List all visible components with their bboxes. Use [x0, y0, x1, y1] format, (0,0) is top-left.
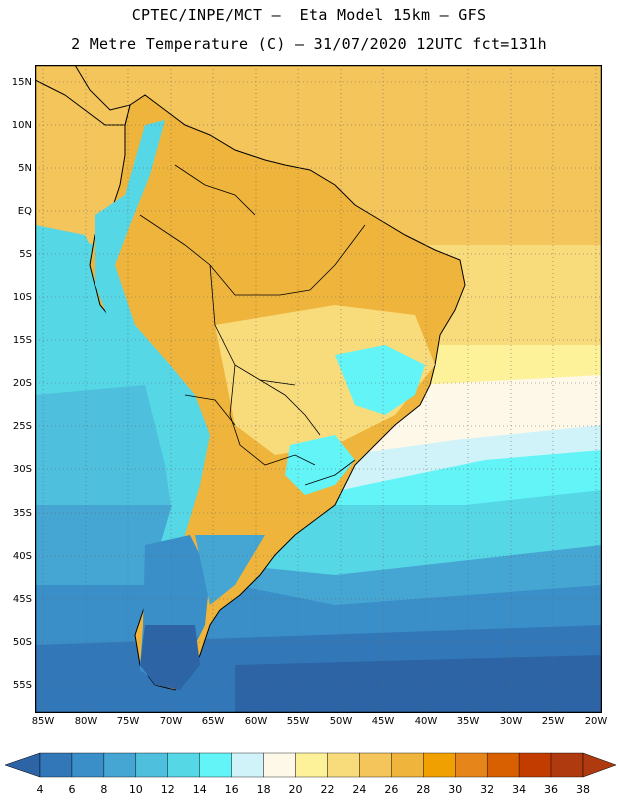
- lon-label: 50W: [329, 716, 353, 727]
- colorbar-cell: [263, 752, 296, 778]
- graticule: [35, 65, 602, 713]
- colorbar-cell: [135, 752, 168, 778]
- title-line-2: 2 Metre Temperature (C) – 31/07/2020 12U…: [71, 35, 547, 53]
- colorbar-label: 32: [480, 783, 495, 796]
- lon-label: 30W: [499, 716, 523, 727]
- colorbar-label: 8: [100, 783, 108, 796]
- lat-label: EQ: [17, 206, 32, 217]
- lon-label: 55W: [286, 716, 310, 727]
- lon-label: 20W: [584, 716, 608, 727]
- colorbar-label: 22: [320, 783, 335, 796]
- lat-label: 45S: [12, 594, 32, 605]
- lon-label: 40W: [414, 716, 438, 727]
- southern-cone-coldest: [140, 625, 200, 690]
- colorbar-cell: [39, 752, 73, 778]
- colorbar-cell: [486, 752, 520, 778]
- lat-label: 35S: [12, 508, 32, 519]
- colorbar-cell: [391, 752, 424, 778]
- colorbar-label: 4: [36, 783, 44, 796]
- colorbar-label: 24: [352, 783, 367, 796]
- colorbar-label: 6: [68, 783, 76, 796]
- colorbar-cell: [103, 752, 137, 778]
- lon-label: 25W: [541, 716, 565, 727]
- colorbar-label: 10: [128, 783, 143, 796]
- lon-label: 65W: [201, 716, 225, 727]
- colorbar-cell: [231, 752, 264, 778]
- lon-label: 80W: [74, 716, 98, 727]
- lon-label: 60W: [244, 716, 268, 727]
- lat-label: 10N: [11, 120, 32, 131]
- lon-label: 85W: [31, 716, 55, 727]
- coldest-south-band: [235, 655, 602, 713]
- colorbar-cell: [327, 752, 360, 778]
- colorbar-label: 34: [512, 783, 527, 796]
- lat-label: 50S: [12, 637, 32, 648]
- lon-label: 75W: [116, 716, 140, 727]
- lon-label: 35W: [456, 716, 480, 727]
- southeast-cool: [335, 345, 425, 415]
- colorbar-label: 26: [384, 783, 399, 796]
- colorbar-cell: [71, 752, 105, 778]
- map-frame: [35, 65, 602, 713]
- south-brazil-cool: [285, 435, 355, 495]
- lat-label: 15S: [12, 335, 32, 346]
- lat-label: 15N: [11, 77, 32, 88]
- lat-label: 20S: [12, 378, 32, 389]
- title-line-1: CPTEC/INPE/MCT – Eta Model 15km – GFS: [131, 6, 487, 24]
- andes-cold: [95, 120, 210, 665]
- colorbar-cell: [455, 752, 488, 778]
- colorbar-right-arrow: [582, 752, 617, 778]
- lat-label: 10S: [12, 292, 32, 303]
- colorbar-label: 18: [256, 783, 271, 796]
- lat-label: 55S: [12, 680, 32, 691]
- colorbar-label: 16: [224, 783, 239, 796]
- colorbar-cell: [167, 752, 200, 778]
- colorbar-left-arrow: [4, 752, 41, 778]
- colorbar-label: 30: [448, 783, 463, 796]
- colorbar-label: 38: [576, 783, 590, 796]
- country-borders: [139, 164, 366, 486]
- colorbar-cell: [423, 752, 456, 778]
- colorbar-cell: [518, 752, 552, 778]
- colorbar: [4, 752, 617, 778]
- lat-label: 25S: [12, 421, 32, 432]
- lat-label: 30S: [12, 464, 32, 475]
- colorbar-cell: [359, 752, 392, 778]
- colorbar-cell: [199, 752, 232, 778]
- lat-label: 40S: [12, 551, 32, 562]
- atlantic-cold-coast: [195, 535, 265, 605]
- brazil-interior-warm: [215, 305, 435, 455]
- lon-label: 70W: [159, 716, 183, 727]
- lat-label: 5S: [19, 249, 32, 260]
- temperature-map: [35, 65, 602, 713]
- colorbar-label: 14: [192, 783, 207, 796]
- colorbar-label: 12: [160, 783, 175, 796]
- colorbar-cells: [39, 752, 584, 778]
- colorbar-label: 20: [288, 783, 303, 796]
- colorbar-label: 36: [544, 783, 559, 796]
- lon-label: 45W: [371, 716, 395, 727]
- colorbar-cell: [550, 752, 584, 778]
- colorbar-label: 28: [416, 783, 431, 796]
- lat-label: 5N: [18, 163, 32, 174]
- colorbar-cell: [295, 752, 328, 778]
